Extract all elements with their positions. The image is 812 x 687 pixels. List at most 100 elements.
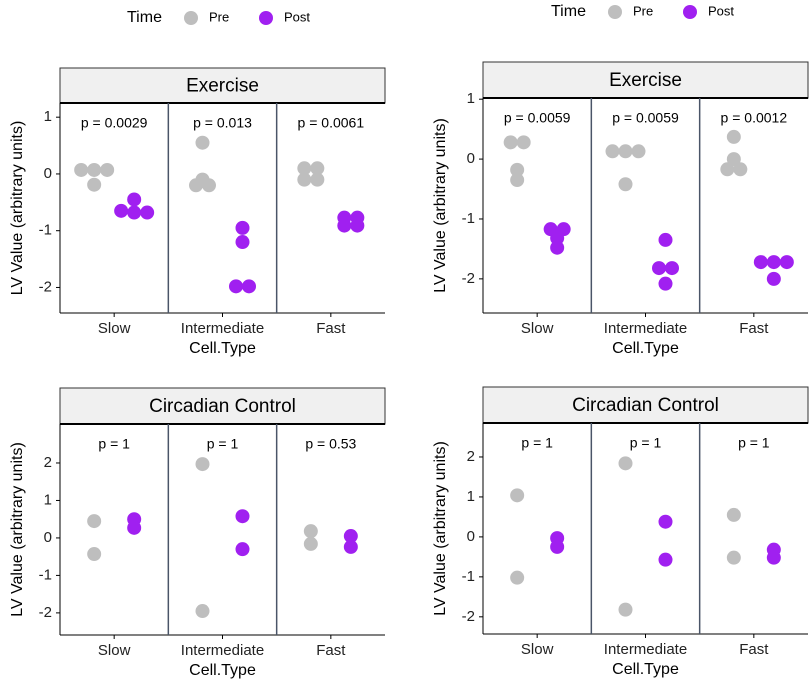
annotation: p = 0.0059 [504, 110, 571, 126]
data-point [100, 162, 115, 177]
data-point [726, 550, 741, 565]
data-point [720, 162, 735, 177]
data-point [510, 488, 525, 503]
panel-title: Exercise [609, 70, 682, 91]
annotation: p = 0.0029 [81, 115, 148, 131]
y-tick-label: -1 [39, 566, 52, 583]
panel: Circadian Control -2 -1 0 1 2 LV Value (arbitr… [9, 387, 386, 679]
y-tick-label: 1 [467, 90, 475, 107]
y-axis-label: LV Value (arbitrary units) [9, 121, 26, 296]
legend-label: Pre [209, 9, 229, 24]
data-point [297, 172, 312, 187]
x-tick-label: Slow [98, 642, 131, 659]
x-axis-label: Cell.Type [189, 662, 256, 679]
data-point [87, 514, 102, 529]
data-point [87, 177, 102, 192]
data-point [618, 177, 633, 192]
data-point [510, 162, 525, 177]
y-tick-label: 2 [44, 454, 52, 471]
data-point [516, 135, 531, 150]
y-tick-label: 0 [44, 165, 52, 182]
data-point [658, 552, 673, 567]
x-tick-label: Intermediate [181, 320, 264, 337]
data-point [550, 539, 565, 554]
data-point [303, 524, 318, 539]
data-point [343, 539, 358, 554]
data-point [726, 129, 741, 144]
data-point [242, 279, 256, 294]
panel: Exercise -2 -1 0 1 LV Value (arbitrary units)… [9, 9, 386, 357]
data-point [195, 135, 210, 150]
strip [59, 67, 386, 104]
x-tick-label: Slow [521, 641, 554, 658]
data-point [297, 161, 312, 176]
x-tick-label: Intermediate [181, 642, 264, 659]
annotation: p = 1 [207, 436, 239, 452]
data-point [503, 135, 518, 150]
data-point [127, 205, 142, 220]
annotation: p = 1 [630, 435, 662, 451]
data-point [114, 203, 129, 218]
data-point [189, 178, 203, 193]
y-tick-label: 1 [44, 491, 52, 508]
y-tick-label: -1 [462, 210, 475, 227]
data-point [310, 161, 325, 176]
data-point [195, 604, 210, 619]
y-tick-label: 2 [467, 448, 475, 465]
legend-swatch [608, 5, 622, 19]
data-point [343, 529, 358, 544]
legend-label: Post [284, 9, 310, 24]
data-point [550, 240, 565, 255]
y-tick-label: 0 [44, 529, 52, 546]
strip [59, 387, 386, 425]
data-point [733, 162, 748, 177]
data-point [658, 232, 673, 247]
x-axis-label: Cell.Type [189, 340, 256, 357]
legend-label: Post [708, 3, 734, 18]
data-point [350, 218, 365, 233]
data-point [229, 279, 243, 294]
data-point [618, 602, 633, 617]
y-tick-label: 0 [467, 528, 475, 545]
data-point [605, 144, 620, 159]
data-point [235, 235, 250, 250]
x-axis-label: Cell.Type [612, 661, 679, 678]
data-point [658, 276, 673, 291]
data-point [726, 152, 741, 167]
data-point [235, 509, 250, 524]
panel-title: Circadian Control [149, 396, 296, 417]
legend-label: Pre [633, 3, 653, 18]
y-axis-label: LV Value (arbitrary units) [9, 442, 26, 617]
data-point [87, 547, 102, 562]
data-point [618, 144, 633, 159]
data-point [550, 231, 565, 246]
annotation: p = 1 [521, 435, 553, 451]
y-tick-label: 1 [44, 108, 52, 125]
data-point [510, 173, 525, 188]
data-point [726, 507, 741, 522]
annotation: p = 0.0061 [298, 115, 365, 131]
data-point [766, 255, 781, 270]
y-axis-label: LV Value (arbitrary units) [432, 118, 449, 293]
data-point [631, 144, 646, 159]
data-point [235, 542, 250, 557]
x-tick-label: Fast [739, 320, 769, 337]
annotation: p = 0.013 [193, 115, 252, 131]
data-point [303, 536, 318, 551]
data-point [337, 218, 352, 233]
x-tick-label: Fast [316, 320, 346, 337]
panel: Circadian Control -2 -1 0 1 2 LV Value (arbitr… [432, 386, 809, 678]
panel-title: Circadian Control [572, 395, 719, 416]
x-tick-label: Fast [739, 641, 769, 658]
legend-title: Time [551, 3, 586, 20]
annotation: p = 1 [738, 435, 770, 451]
panel: Exercise -2 -1 0 1 LV Value (arbitrary units)… [432, 3, 809, 357]
x-tick-label: Slow [98, 320, 131, 337]
data-point [235, 220, 250, 235]
legend-title: Time [127, 9, 162, 26]
data-point [202, 178, 216, 193]
y-tick-label: -1 [39, 222, 52, 239]
data-point [618, 456, 633, 471]
y-tick-label: -1 [462, 568, 475, 585]
y-tick-label: -2 [39, 278, 52, 295]
